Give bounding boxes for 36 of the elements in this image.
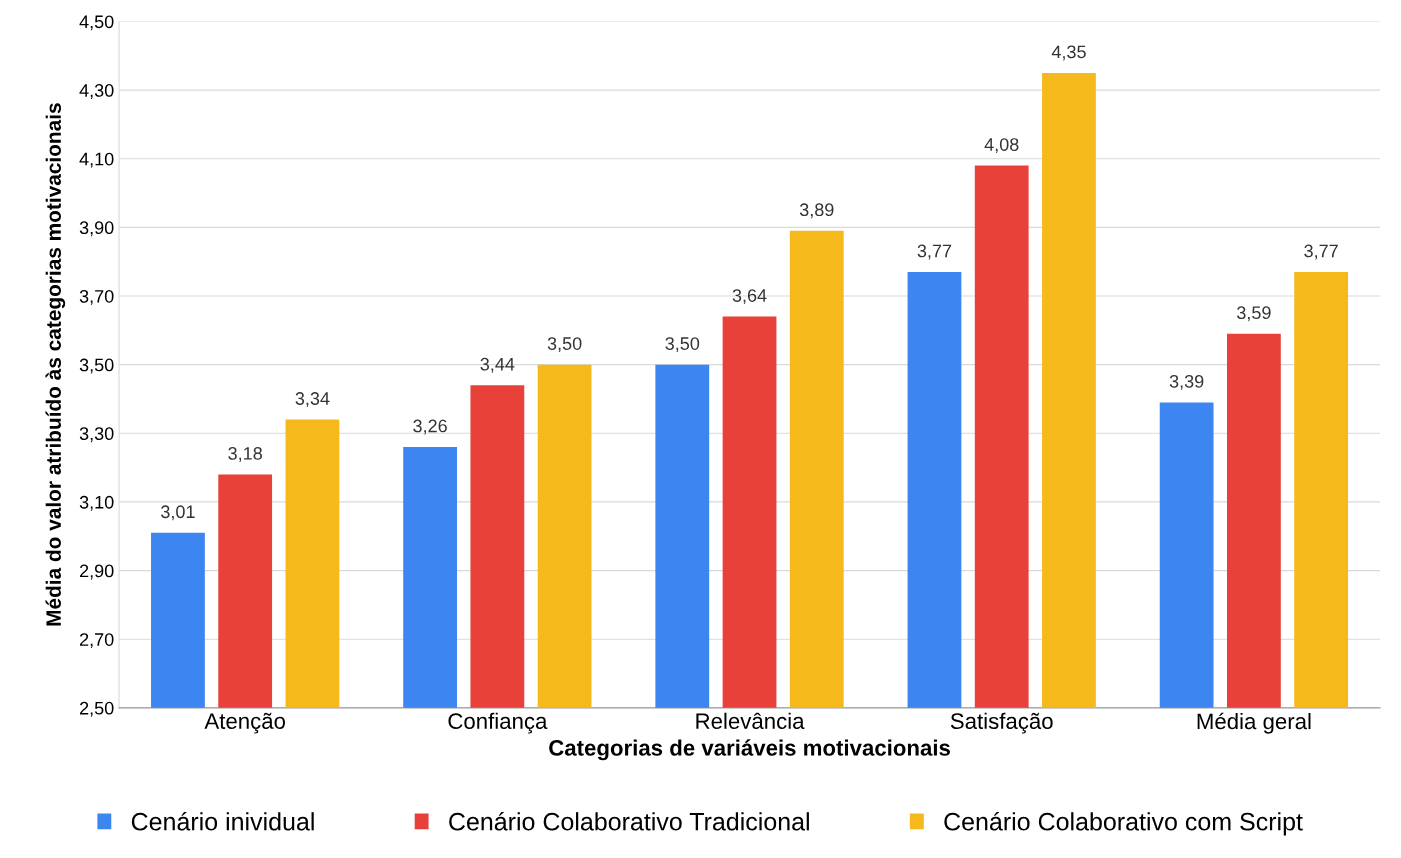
y-tick-label: 4,30 (79, 84, 114, 99)
y-tick-label: 2,90 (79, 564, 114, 580)
data-label: 3,50 (665, 337, 700, 353)
data-label: 3,44 (480, 357, 515, 373)
y-tick-label: 2,70 (79, 633, 114, 649)
y-tick-label: 4,50 (79, 15, 114, 31)
legend-label: Cenário Colaborativo com Script (944, 811, 1303, 836)
y-tick-label: 3,30 (79, 427, 114, 443)
data-label: 4,35 (1051, 45, 1086, 61)
data-label: 3,77 (1304, 244, 1338, 260)
x-tick-label: Relevância (696, 712, 805, 730)
y-tick-label: 3,70 (79, 289, 114, 305)
y-axis-title: Média do valor atribuído às categorias motivacionais (45, 103, 66, 626)
data-label: 4,08 (984, 138, 1019, 154)
data-label: 3,89 (799, 203, 834, 219)
data-label: 3,34 (295, 392, 330, 408)
y-tick-label: 3,90 (79, 221, 114, 237)
y-tick-label: 4,10 (79, 152, 114, 168)
data-label: 3,64 (732, 289, 767, 305)
x-axis-title: Categorias de variáveis motivacionais (549, 739, 950, 761)
legend-label: Cenário Colaborativo Tradicional (449, 811, 809, 831)
x-tick-label: Atenção (204, 712, 286, 734)
y-tick-label: 3,50 (79, 358, 114, 374)
data-label: 3,26 (413, 419, 447, 435)
legend-label: Cenário inividual (131, 811, 314, 831)
data-label: 3,18 (228, 447, 262, 462)
data-label: 3,01 (161, 505, 195, 521)
data-label: 3,77 (917, 244, 952, 260)
x-tick-label: Satisfação (950, 712, 1053, 734)
y-tick-label: 3,10 (79, 495, 114, 511)
x-tick-label: Confiança (448, 712, 548, 734)
data-label: 3,50 (547, 337, 582, 353)
data-label: 3,59 (1237, 306, 1271, 322)
x-tick-label: Média geral (1197, 712, 1311, 734)
y-tick-label: 2,50 (79, 701, 114, 717)
data-label: 3,39 (1169, 374, 1204, 390)
